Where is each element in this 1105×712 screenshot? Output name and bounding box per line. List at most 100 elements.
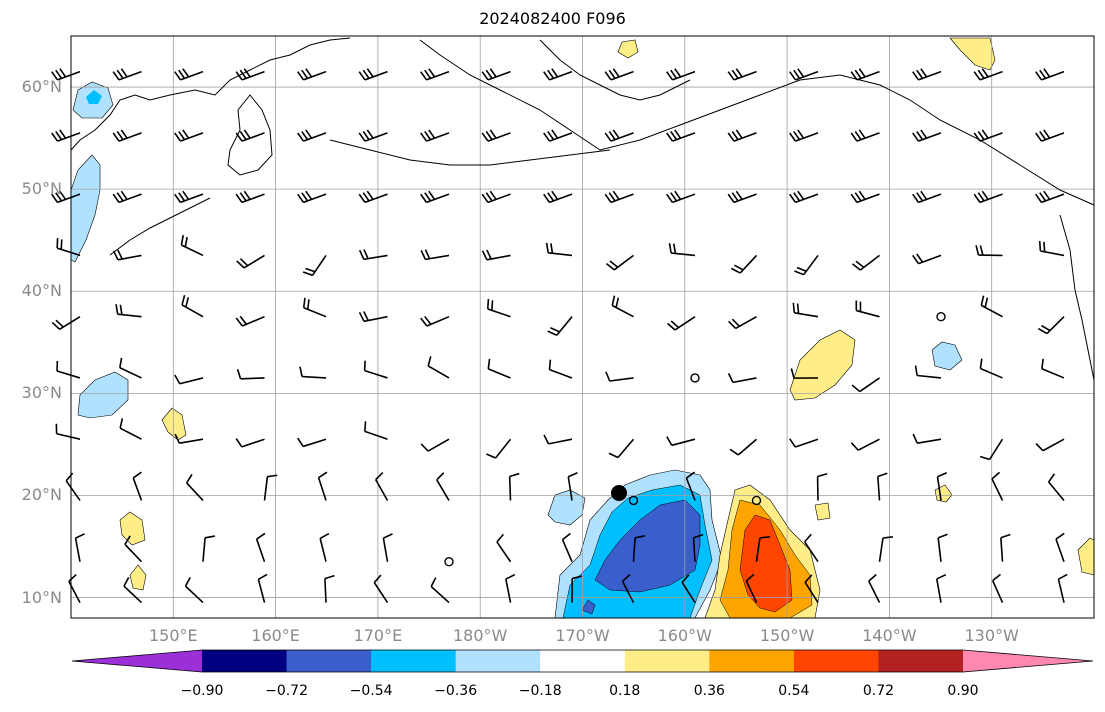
wind-barb xyxy=(65,472,81,501)
wind-barb xyxy=(804,533,819,563)
colorbar-swatch xyxy=(202,650,288,672)
wind-barb xyxy=(51,190,81,204)
colorbar-label: −0.72 xyxy=(265,683,308,699)
wind-barb xyxy=(936,311,946,322)
wind-barb xyxy=(297,437,327,448)
lat-label: 30°N xyxy=(21,383,62,403)
contour-y-w3 xyxy=(129,564,147,591)
colorbar-swatch xyxy=(709,650,795,672)
lat-label: 20°N xyxy=(21,485,62,505)
wind-barb xyxy=(621,573,635,603)
contour-y-e3 xyxy=(814,502,831,521)
wind-barb xyxy=(420,438,450,452)
colorbar-swatch xyxy=(286,650,372,672)
wind-barb xyxy=(567,471,578,501)
wind-barb xyxy=(727,129,757,142)
wind-barb xyxy=(112,129,142,142)
wind-barb xyxy=(789,190,819,204)
wind-barb xyxy=(727,373,757,384)
wind-barb xyxy=(789,129,819,142)
wind-barb xyxy=(1035,438,1065,452)
wind-barb xyxy=(51,129,81,142)
wind-barb xyxy=(850,190,880,204)
wind-barb xyxy=(668,243,696,257)
wind-barb xyxy=(374,472,389,501)
wind-barb xyxy=(51,316,81,330)
wind-barb xyxy=(363,360,388,379)
wind-barb xyxy=(235,68,265,81)
wind-barb xyxy=(124,535,143,563)
contour-y-w1 xyxy=(161,407,187,441)
wind-barb xyxy=(727,68,757,81)
wind-barb xyxy=(444,557,454,567)
wind-barb xyxy=(257,573,268,603)
wind-barb xyxy=(235,438,265,448)
contour-y-e2 xyxy=(1077,537,1095,576)
lon-label: 160°W xyxy=(657,626,712,645)
wind-barb xyxy=(912,68,942,81)
wind-barb xyxy=(255,532,266,562)
colorbar-label: −0.90 xyxy=(180,683,224,699)
wind-barb xyxy=(935,573,947,603)
wind-barb xyxy=(729,438,758,456)
gridlines xyxy=(71,36,1094,618)
wind-barb xyxy=(236,254,265,269)
colorbar xyxy=(71,649,1094,673)
wind-barb xyxy=(728,315,757,330)
wind-barb xyxy=(487,358,511,379)
wind-barb xyxy=(74,533,85,562)
wind-barb xyxy=(628,495,639,506)
wind-barb xyxy=(202,535,216,562)
colorbar-label: 0.54 xyxy=(778,683,810,699)
wind-barb xyxy=(604,129,634,142)
wind-barb xyxy=(912,433,942,445)
coast-kamchatka xyxy=(227,94,273,176)
wind-barb xyxy=(868,573,881,603)
wind-barb xyxy=(373,574,389,604)
wind-barb xyxy=(912,190,942,204)
lon-label: 180°W xyxy=(453,626,508,645)
wind-barb xyxy=(543,190,573,204)
wind-barb xyxy=(496,533,512,563)
wind-barb xyxy=(481,190,511,204)
wind-barb xyxy=(1035,129,1065,142)
colorbar-outline xyxy=(71,649,1094,673)
wind-barb xyxy=(358,249,388,261)
storm-marker xyxy=(611,485,627,501)
lat-label: 50°N xyxy=(21,179,62,199)
colorbar-swatch xyxy=(878,650,964,672)
wind-barb xyxy=(604,68,634,81)
contour-cy-nw xyxy=(86,90,102,104)
wind-barb xyxy=(180,235,204,257)
wind-barb xyxy=(436,472,450,501)
wind-barb xyxy=(545,242,573,257)
wind-barb xyxy=(937,533,948,562)
wind-barb xyxy=(1047,473,1065,501)
wind-barb xyxy=(302,254,327,277)
wind-barb xyxy=(1037,316,1065,335)
colorbar-extend-max xyxy=(963,650,1093,672)
wind-barb xyxy=(851,377,880,393)
wind-barb xyxy=(755,535,770,562)
wind-barb xyxy=(1055,532,1065,563)
contour-y-e1 xyxy=(934,484,953,503)
wind-barb xyxy=(364,421,388,440)
wind-barb xyxy=(666,316,696,331)
map-title: 2024082400 F096 xyxy=(479,9,626,28)
wind-barb xyxy=(123,576,143,604)
wind-barb xyxy=(324,574,335,603)
wind-barb xyxy=(979,438,1004,461)
contour-red xyxy=(739,514,793,613)
colorbar-swatch xyxy=(624,650,710,672)
wind-barb xyxy=(56,360,81,379)
wind-barb xyxy=(358,129,388,142)
wind-barb xyxy=(112,190,142,204)
wind-barb xyxy=(297,190,327,204)
wind-barb xyxy=(850,438,880,451)
wind-barb xyxy=(548,359,573,379)
wind-barb xyxy=(317,471,328,501)
wind-barb xyxy=(685,471,696,501)
coast-kuril xyxy=(109,197,211,256)
wind-barb xyxy=(1000,533,1011,562)
